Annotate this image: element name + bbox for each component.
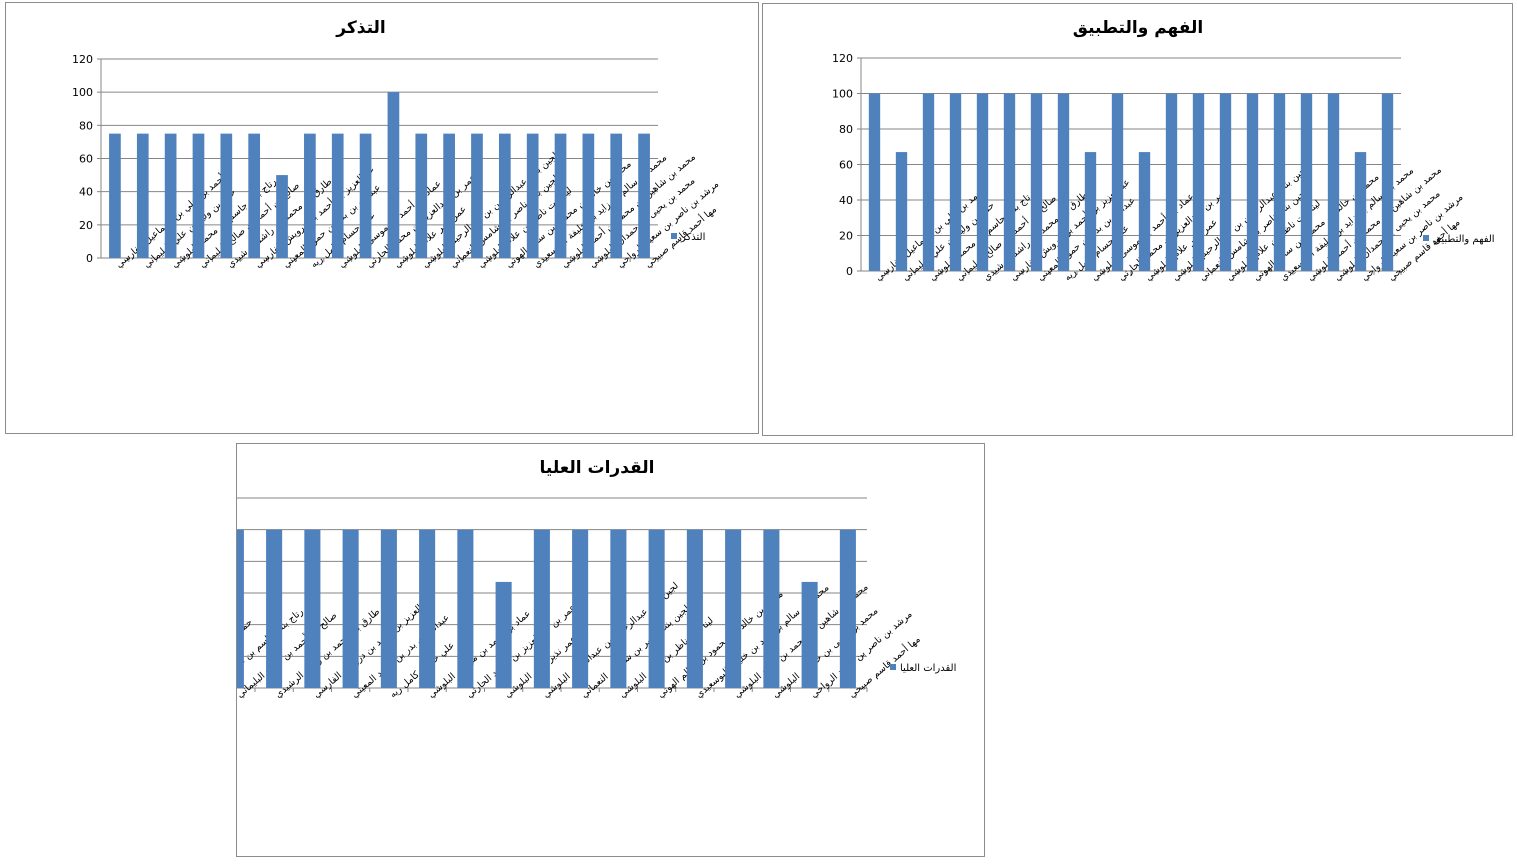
bar [638, 133, 650, 258]
bar [868, 93, 881, 271]
y-tick-label: 60 [839, 159, 853, 172]
bar [248, 133, 261, 258]
legend-label: القدرات العليا [900, 663, 956, 674]
bar [725, 529, 742, 688]
bar [1219, 93, 1232, 271]
legend-swatch [1423, 235, 1429, 241]
bar [1003, 93, 1016, 271]
bar [801, 581, 818, 688]
bar [380, 529, 397, 688]
bar [495, 581, 512, 688]
y-tick-label: 120 [72, 53, 93, 66]
chart-recall: التذكر 0 20 40 60 80 100 120 أحمد بن علي بن اسما… [5, 2, 759, 434]
y-tick-label: 100 [72, 86, 93, 99]
bar [1246, 93, 1259, 271]
bar [415, 133, 428, 258]
chart-title: التذكر [335, 18, 385, 38]
bar [304, 133, 316, 258]
bar [1030, 93, 1043, 271]
bar [164, 133, 177, 258]
bar [1273, 93, 1286, 271]
bar [895, 152, 908, 271]
y-tick-label: 40 [839, 194, 853, 207]
bar [266, 529, 283, 688]
bar [498, 133, 511, 258]
bar [610, 529, 627, 688]
bar [526, 133, 539, 258]
bar [1381, 93, 1394, 271]
bar [342, 529, 359, 688]
bar [1354, 152, 1367, 271]
chart-title: الفهم والتطبيق [1073, 18, 1203, 38]
bar [471, 133, 483, 258]
bar [109, 133, 121, 258]
bar [949, 93, 962, 271]
y-tick-label: 60 [79, 153, 93, 166]
bar [1300, 93, 1313, 271]
bar [686, 529, 703, 688]
bar [220, 133, 233, 258]
y-tick-label: 100 [832, 88, 853, 101]
y-tick-label: 80 [839, 123, 853, 136]
y-tick-label: 0 [846, 265, 853, 278]
bar [331, 133, 344, 258]
chart-higher-abilities: القدرات العليا020406080100120أحمد بن علي… [236, 443, 985, 857]
legend-label: التذكر [680, 232, 705, 243]
bar [136, 133, 149, 258]
bar [1111, 93, 1124, 271]
bar [443, 133, 455, 258]
bar [839, 529, 856, 688]
bar [359, 133, 372, 258]
bar [419, 529, 436, 688]
bar [387, 92, 400, 259]
y-tick-label: 20 [79, 219, 93, 232]
legend-swatch [671, 233, 677, 239]
bar [1084, 152, 1097, 271]
chart-title: القدرات العليا [540, 458, 655, 478]
y-tick-label: 120 [832, 52, 853, 65]
bar [1192, 93, 1205, 271]
y-tick-label: 40 [79, 186, 93, 199]
bar [457, 529, 474, 688]
bar [192, 133, 205, 258]
y-tick-label: 80 [79, 119, 93, 132]
y-tick-label: 20 [839, 230, 853, 243]
bar [610, 133, 623, 258]
bar [763, 529, 780, 688]
bar [1165, 93, 1178, 271]
bar [1327, 93, 1340, 271]
bar [554, 133, 567, 258]
legend-label: الفهم والتطبيق [1433, 234, 1495, 245]
bar [304, 529, 321, 688]
bar [276, 175, 288, 258]
bar [533, 529, 550, 688]
bar [572, 529, 589, 688]
bar [582, 133, 595, 258]
bar [922, 93, 935, 271]
bar [976, 93, 989, 271]
bar [237, 529, 244, 688]
y-tick-label: 0 [86, 252, 93, 265]
chart-higher-abilities-svg: القدرات العليا020406080100120أحمد بن علي… [237, 458, 956, 700]
bar [1057, 93, 1070, 271]
bar [648, 529, 665, 688]
bar [1138, 152, 1151, 271]
legend-swatch [890, 664, 896, 670]
